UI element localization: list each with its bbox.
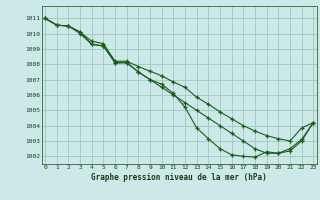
X-axis label: Graphe pression niveau de la mer (hPa): Graphe pression niveau de la mer (hPa) xyxy=(91,173,267,182)
